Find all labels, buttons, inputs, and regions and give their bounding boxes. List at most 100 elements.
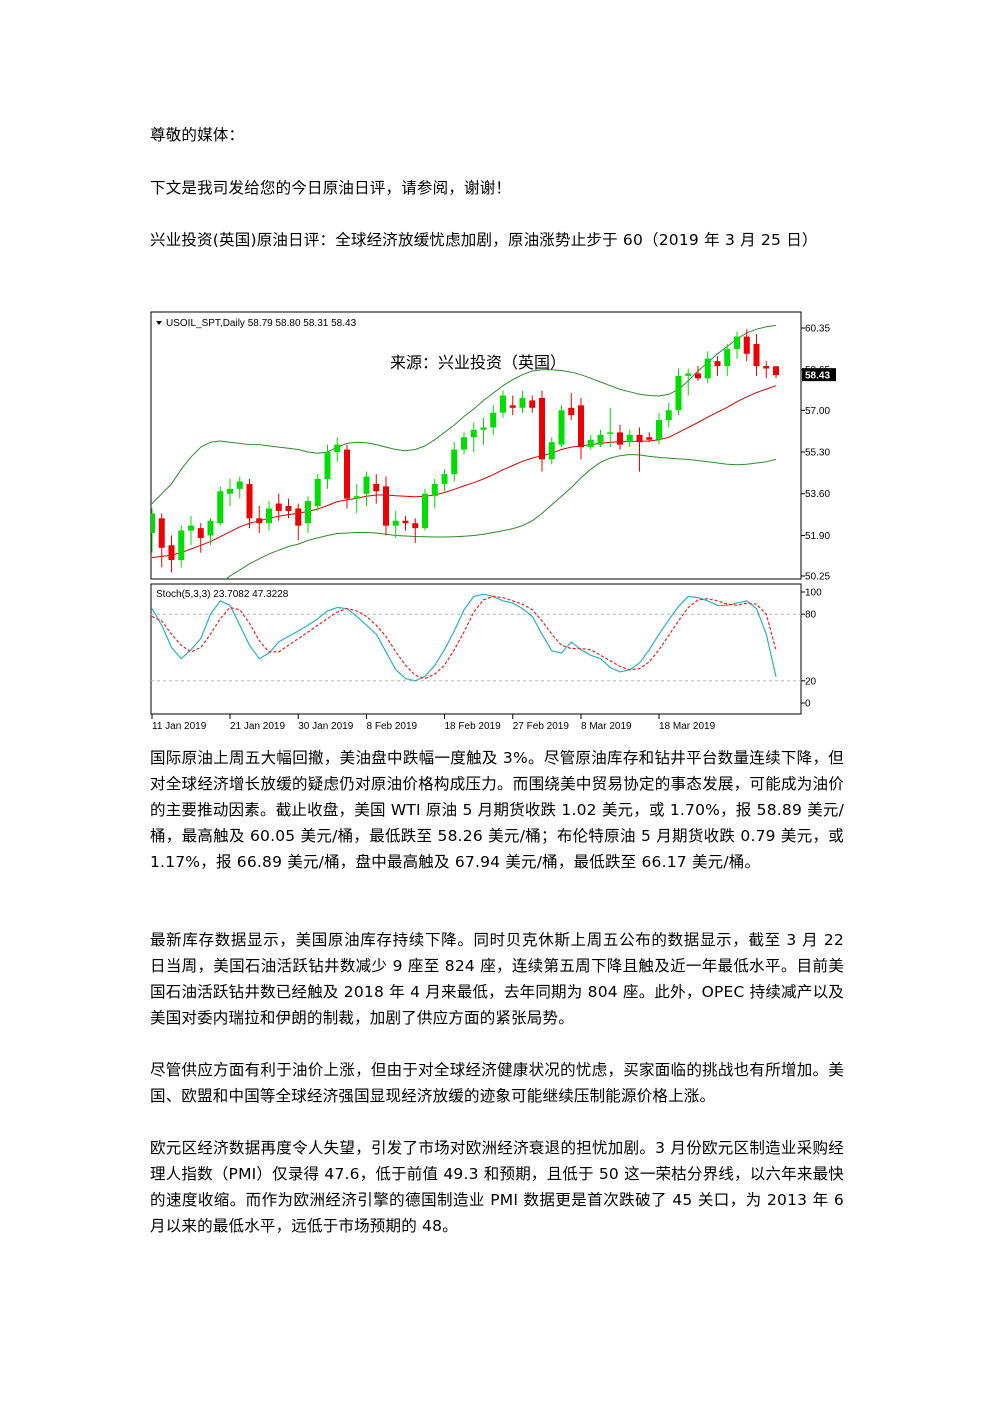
- candle-body: [470, 429, 477, 438]
- candle-body: [151, 513, 155, 534]
- paragraph-1: 国际原油上周五大幅回撤，美油盘中跌幅一度触及 3%。尽管原油库存和钻井平台数量连…: [150, 749, 844, 871]
- price-plot-area: [151, 325, 779, 579]
- price-tick-label: 53.60: [805, 489, 830, 500]
- current-price-label: 58.43: [805, 371, 830, 382]
- candle-body: [441, 474, 448, 484]
- candle-body: [402, 520, 409, 524]
- x-axis: 11 Jan 2019 21 Jan 2019 30 Jan 2019 8 Feb 2…: [151, 714, 716, 732]
- price-tick-label: 55.30: [805, 448, 830, 459]
- price-tick-label: 60.35: [805, 324, 830, 335]
- x-tick-label: 18 Feb 2019: [445, 721, 502, 732]
- price-tick-label: 57.00: [805, 406, 830, 417]
- candle-body: [665, 410, 672, 421]
- candle-body: [743, 336, 750, 354]
- candle-body: [734, 336, 740, 349]
- candle-body: [451, 449, 458, 475]
- price-tick-label: 50.25: [805, 572, 830, 583]
- bollinger-upper-line: [151, 325, 777, 504]
- candle-body: [158, 518, 165, 548]
- x-tick-label: 30 Jan 2019: [298, 721, 353, 732]
- stochastic-panel: Stoch(5,3,3) 23.7082 47.3228 100 80 20 0: [150, 583, 822, 715]
- candle-body: [704, 358, 711, 379]
- candle-body: [207, 520, 214, 536]
- candle-body: [607, 432, 614, 434]
- intro-text: 下文是我司发给您的今日原油日评，请参阅，谢谢！: [150, 179, 512, 197]
- stoch-plot-area: [151, 593, 777, 682]
- stoch-tick-label: 100: [805, 588, 822, 599]
- candle-body: [656, 420, 662, 440]
- candle-body: [480, 427, 487, 430]
- candle-body: [236, 481, 243, 489]
- bollinger-lower-line: [225, 453, 777, 579]
- greeting: 尊敬的媒体：: [150, 126, 245, 144]
- candle-body: [529, 400, 536, 408]
- chart-source-label: 来源：兴业投资（英国）: [390, 354, 566, 372]
- candle-body: [266, 508, 272, 524]
- candle-body: [568, 407, 575, 416]
- candle-body: [461, 437, 467, 450]
- paragraph-4: 欧元区经济数据再度令人失望，引发了市场对欧洲经济衰退的担忧加剧。3 月份欧元区制…: [150, 1139, 844, 1235]
- candle-body: [285, 506, 292, 511]
- candle-body: [324, 452, 331, 480]
- price-chart-title: USOIL_SPT,Daily 58.79 58.80 58.31 58.43: [166, 318, 357, 329]
- candle-body: [275, 503, 282, 511]
- stoch-tick-label: 0: [805, 699, 811, 710]
- candle-body: [675, 375, 682, 411]
- candle-body: [392, 520, 399, 526]
- x-tick-label: 8 Mar 2019: [581, 721, 632, 732]
- candle-body: [519, 397, 526, 408]
- stoch-title: Stoch(5,3,3) 23.7082 47.3228: [156, 589, 289, 600]
- candle-body: [685, 373, 692, 376]
- candle-body: [724, 348, 731, 367]
- candle-body: [539, 397, 545, 460]
- candle-body: [578, 405, 584, 448]
- candle-body: [295, 508, 302, 526]
- x-tick-label: 11 Jan 2019: [152, 721, 207, 732]
- candle-body: [617, 432, 623, 445]
- candle-body: [763, 366, 770, 369]
- x-tick-label: 8 Feb 2019: [367, 721, 418, 732]
- stoch-k-line: [151, 593, 777, 682]
- candle-body: [256, 518, 263, 524]
- candle-body: [431, 483, 438, 497]
- paragraph-3: 尽管供应方面有利于油价上涨，但由于对全球经济健康状况的忧虑，买家面临的挑战也有所…: [150, 1061, 844, 1105]
- candlestick-panel: USOIL_SPT,Daily 58.79 58.80 58.31 58.43 来…: [150, 311, 836, 583]
- candle-body: [334, 444, 341, 452]
- stoch-tick-label: 80: [805, 610, 817, 621]
- candle-body: [227, 488, 233, 494]
- candle-body: [597, 434, 604, 445]
- candle-body: [422, 493, 428, 529]
- candle-body: [197, 528, 204, 538]
- candle-body: [373, 483, 380, 492]
- current-price-box: [802, 368, 836, 382]
- candle-body: [305, 501, 311, 524]
- x-tick-label: 18 Mar 2019: [659, 721, 716, 732]
- headline: 兴业投资(英国)原油日评：全球经济放缓忧虑加剧，原油涨势止步于 60（2019 …: [150, 231, 818, 249]
- candle-body: [636, 434, 643, 443]
- candle-body: [412, 523, 419, 529]
- price-tick-label: 51.90: [805, 531, 830, 542]
- chart-svg: USOIL_SPT,Daily 58.79 58.80 58.31 58.43 来…: [150, 311, 836, 732]
- candle-body: [168, 545, 175, 561]
- candle-body: [217, 491, 224, 524]
- candle-body: [178, 530, 185, 561]
- x-tick-label: 21 Jan 2019: [230, 721, 285, 732]
- stoch-tick-label: 20: [805, 676, 817, 687]
- candle-body: [646, 437, 653, 440]
- paragraph-2: 最新库存数据显示，美国原油库存持续下降。同时贝克休斯上周五公布的数据显示，截至 …: [150, 931, 844, 1027]
- candle-body: [626, 434, 633, 443]
- candle-body: [490, 412, 497, 428]
- moving-average-line: [151, 385, 777, 559]
- oil-price-chart: USOIL_SPT,Daily 58.79 58.80 58.31 58.43 来…: [150, 311, 840, 741]
- candle-body: [344, 449, 350, 499]
- candle-body: [246, 483, 253, 519]
- candle-body: [363, 476, 370, 494]
- dropdown-triangle-icon: [156, 321, 162, 325]
- candle-body: [714, 361, 721, 367]
- candle-body: [509, 405, 516, 408]
- stoch-d-line: [151, 595, 777, 680]
- candle-body: [314, 479, 321, 507]
- candle-body: [353, 496, 360, 499]
- candle-body: [695, 373, 701, 379]
- x-tick-label: 27 Feb 2019: [513, 721, 570, 732]
